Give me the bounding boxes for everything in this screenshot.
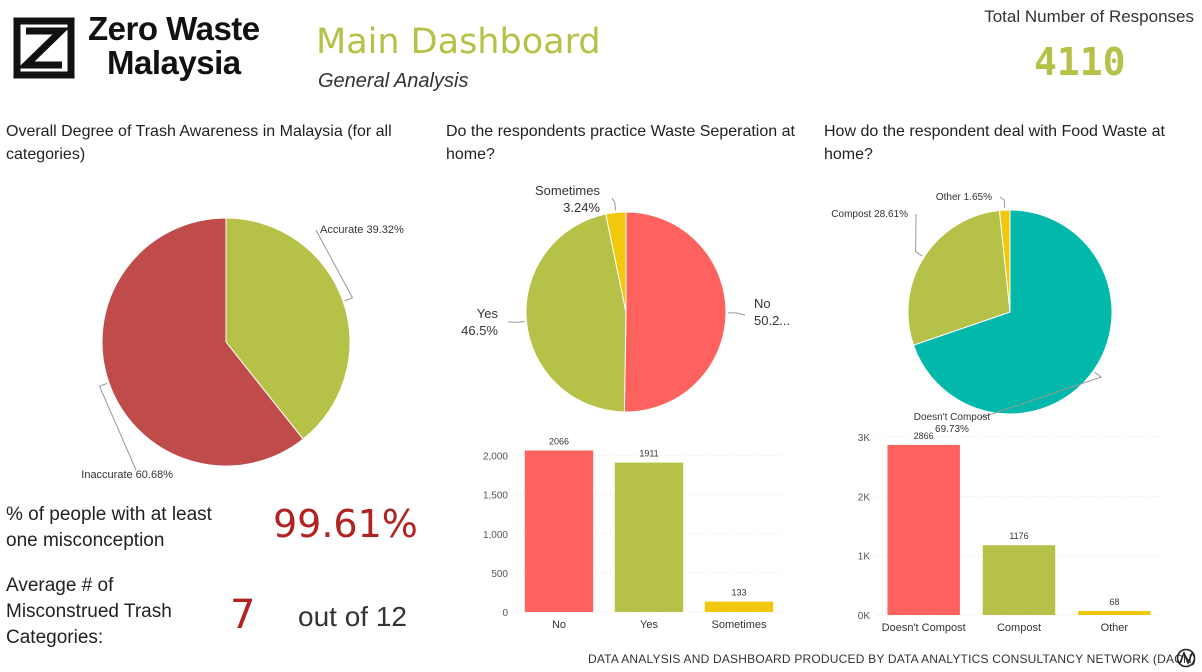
separation-ytick-label: 0 xyxy=(502,608,508,619)
food-waste-slice-doesn-t-compost[interactable] xyxy=(912,209,1113,415)
misconception-kpi-label: % of people with at least one misconcept… xyxy=(6,502,212,554)
food-waste-bar-compost[interactable] xyxy=(982,545,1056,615)
awareness-label-inaccurate: Inaccurate 60.68% xyxy=(81,469,173,481)
food-waste-xtick-label: Other xyxy=(1101,622,1129,634)
food-waste-label-other: Other 1.65% xyxy=(936,192,992,203)
separation-leader-line xyxy=(507,321,525,323)
avg-misconstrued-label: Average # of Misconstrued Trash Categori… xyxy=(6,573,172,651)
food-waste-leader-line xyxy=(915,213,923,257)
separation-data-label: 1911 xyxy=(639,449,658,459)
dacn-logo-icon xyxy=(1176,648,1196,668)
food-waste-bar-other[interactable] xyxy=(1078,610,1151,615)
separation-pie-chart[interactable]: No 50.2... Yes 46.5% Sometimes 3.24% xyxy=(440,170,820,430)
separation-ytick-label: 500 xyxy=(491,569,508,580)
total-responses-value: 4110 xyxy=(1034,40,1126,84)
misconception-label-line-2: one misconception xyxy=(6,530,165,551)
food-waste-xtick-label: Doesn't Compost xyxy=(882,622,966,634)
awareness-slice-accurate[interactable] xyxy=(225,217,351,440)
food-waste-chart-title: How do the respondent deal with Food Was… xyxy=(824,123,1165,163)
separation-bar-chart[interactable]: 0 500 1,000 1,500 2,000 2066 No 1911 Yes 133 Somet… xyxy=(440,430,820,635)
food-waste-bar-doesn-t-compost[interactable] xyxy=(887,444,960,615)
separation-leader-line xyxy=(611,197,617,211)
separation-ytick-label: 2,000 xyxy=(483,452,508,463)
separation-slice-yes[interactable] xyxy=(525,213,627,413)
awareness-leader-line xyxy=(315,229,354,301)
separation-ytick-label: 1,000 xyxy=(483,530,508,541)
separation-xtick-label: Sometimes xyxy=(711,619,767,631)
separation-label-sometimes: Sometimes xyxy=(535,183,601,198)
food-waste-data-label: 2866 xyxy=(914,431,934,441)
separation-bar-sometimes[interactable] xyxy=(704,601,774,612)
avg-misconstrued-suffix: out of 12 xyxy=(298,601,407,632)
food-waste-ytick-label: 2K xyxy=(858,492,871,503)
separation-chart-title: Do the respondents practice Waste Sepera… xyxy=(446,123,795,163)
separation-label-sometimes: 3.24% xyxy=(563,200,600,215)
awareness-label-accurate: Accurate 39.32% xyxy=(320,224,404,236)
page-title: Main Dashboard xyxy=(316,22,601,62)
separation-slice-no[interactable] xyxy=(623,211,727,413)
separation-slice-sometimes[interactable] xyxy=(605,211,627,313)
food-waste-leader-line xyxy=(999,196,1006,209)
food-waste-ytick-label: 0K xyxy=(858,611,871,622)
separation-label-yes: 46.5% xyxy=(461,323,498,338)
footer-credit: DATA ANALYSIS AND DASHBOARD PRODUCED BY … xyxy=(588,652,1197,666)
separation-label-no: No xyxy=(754,296,771,311)
food-waste-label-compost: Compost 28.61% xyxy=(831,209,908,220)
page-subtitle: General Analysis xyxy=(318,70,469,92)
awareness-pie-chart[interactable]: Accurate 39.32% Inaccurate 60.68% xyxy=(0,170,430,500)
awareness-chart-title: Overall Degree of Trash Awareness in Mal… xyxy=(6,123,392,163)
avg-label-line-1: Average # of xyxy=(6,575,114,596)
avg-label-line-3: Categories: xyxy=(6,627,104,648)
brand-line-1: Zero Waste xyxy=(88,10,260,47)
separation-label-yes: Yes xyxy=(477,306,499,321)
separation-bar-yes[interactable] xyxy=(614,462,684,612)
awareness-slice-inaccurate[interactable] xyxy=(101,217,304,467)
avg-label-line-2: Misconstrued Trash xyxy=(6,601,172,622)
food-waste-xtick-label: Compost xyxy=(997,622,1041,634)
food-waste-label-doesn-t-compost: Doesn't Compost xyxy=(914,412,991,423)
misconception-label-line-1: % of people with at least xyxy=(6,504,212,525)
brand-line-2: Malaysia xyxy=(107,44,241,81)
food-waste-slice-other[interactable] xyxy=(998,209,1011,313)
food-waste-bar-chart[interactable]: 0K 1K 2K 3K 2866 Doesn't Compost 1176 Compost 68… xyxy=(820,430,1202,635)
separation-data-label: 2066 xyxy=(549,436,569,446)
awareness-leader-line xyxy=(98,383,137,471)
total-responses-label: Total Number of Responses xyxy=(984,7,1194,26)
food-waste-data-label: 68 xyxy=(1109,597,1119,607)
separation-leader-line xyxy=(727,312,746,316)
separation-ytick-label: 1,500 xyxy=(483,491,508,502)
separation-bar-no[interactable] xyxy=(524,450,594,612)
brand-name: Zero Waste Malaysia xyxy=(88,12,260,80)
separation-label-no: 50.2... xyxy=(754,313,790,328)
zero-waste-logo-icon xyxy=(13,17,75,79)
avg-misconstrued-value: 7 xyxy=(230,592,256,638)
food-waste-data-label: 1176 xyxy=(1009,531,1028,541)
food-waste-ytick-label: 1K xyxy=(858,552,871,563)
separation-xtick-label: Yes xyxy=(640,619,658,631)
food-waste-leader-line xyxy=(979,372,1103,419)
food-waste-slice-compost[interactable] xyxy=(907,209,1011,346)
misconception-kpi-value: 99.61% xyxy=(273,502,418,546)
food-waste-label-doesn-t-compost: 69.73% xyxy=(935,424,969,435)
separation-data-label: 133 xyxy=(731,588,746,598)
food-waste-ytick-label: 3K xyxy=(858,433,871,444)
separation-xtick-label: No xyxy=(552,619,566,631)
